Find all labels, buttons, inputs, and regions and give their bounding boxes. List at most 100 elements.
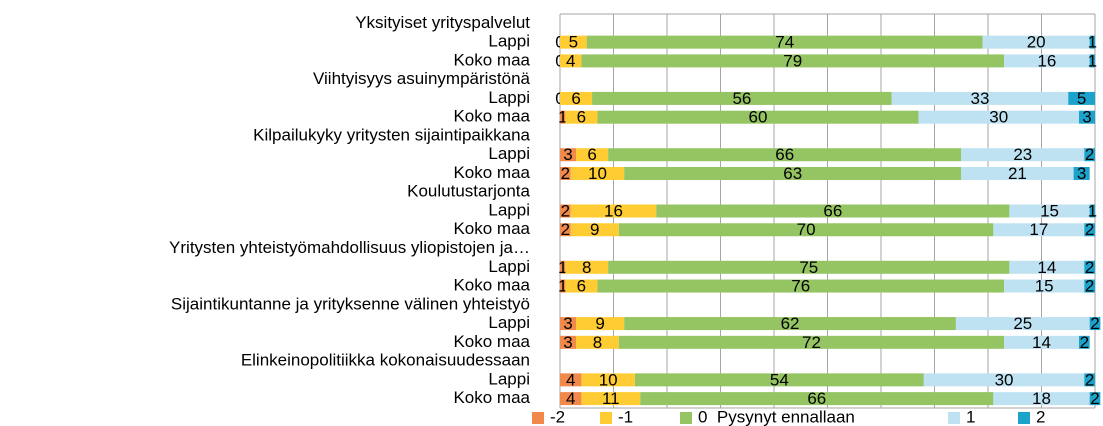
value-label: 4 <box>566 370 575 389</box>
value-label: 62 <box>781 314 800 333</box>
value-label: 63 <box>783 164 802 183</box>
bar-segment <box>560 54 582 68</box>
value-label: 66 <box>775 145 794 164</box>
bar-segment <box>618 335 1005 349</box>
value-label: 10 <box>599 370 618 389</box>
value-label: 79 <box>783 51 802 70</box>
bar-segment <box>570 223 619 237</box>
value-label: 1 <box>1088 33 1097 52</box>
value-label: 18 <box>1032 389 1051 408</box>
category-label: Yksityiset yrityspalvelut <box>355 13 530 32</box>
bar-segment <box>560 223 571 237</box>
bar-segment <box>576 335 619 349</box>
value-label: 17 <box>1029 220 1048 239</box>
bar-segment <box>560 392 582 406</box>
value-label: 3 <box>563 333 572 352</box>
bar-segment <box>923 373 1085 387</box>
category-label: Lappi <box>488 313 530 332</box>
category-label: Kilpailukyky yritysten sijaintipaikkana <box>253 125 530 144</box>
bar-segment <box>581 54 1005 68</box>
bar-segment <box>560 91 593 105</box>
bar-segment <box>634 373 924 387</box>
bar-segment <box>1078 110 1095 124</box>
value-label: 5 <box>569 33 578 52</box>
category-label: Koko maa <box>453 388 530 407</box>
legend-label: -2 <box>550 407 565 426</box>
bar-segment <box>560 148 577 162</box>
bar-segment <box>624 317 956 331</box>
bar-segment <box>570 204 657 218</box>
bar-segment <box>1084 223 1095 237</box>
bar-segment <box>581 373 635 387</box>
bar-segment <box>576 148 609 162</box>
category-label: Lappi <box>488 257 530 276</box>
value-label: 3 <box>1082 108 1091 127</box>
bar-segment <box>1004 335 1079 349</box>
value-label: 5 <box>1077 89 1086 108</box>
value-label: 54 <box>770 370 789 389</box>
value-label: 21 <box>1008 164 1027 183</box>
bar-segment <box>993 392 1090 406</box>
value-label: 2 <box>1085 258 1094 277</box>
bar-segment <box>1009 260 1085 274</box>
value-label: 2 <box>1090 314 1099 333</box>
bar-segment <box>1073 166 1090 180</box>
bar-segment <box>1089 54 1095 68</box>
bar-segment <box>624 166 962 180</box>
value-label: 25 <box>1013 314 1032 333</box>
value-label: 16 <box>604 201 623 220</box>
bar-segment <box>955 317 1090 331</box>
bar-segment <box>961 148 1085 162</box>
value-label: 30 <box>989 108 1008 127</box>
bar-segment <box>1009 204 1090 218</box>
bar-segment <box>1084 260 1095 274</box>
legend-label: -1 <box>618 407 633 426</box>
bar-segment <box>982 35 1090 49</box>
bar-segment <box>560 110 566 124</box>
legend-swatch <box>600 412 612 424</box>
bar-segment <box>560 166 571 180</box>
value-label: 2 <box>1085 370 1094 389</box>
value-label: 9 <box>590 220 599 239</box>
bar-segment <box>891 91 1069 105</box>
category-label: Lappi <box>488 144 530 163</box>
value-label: 11 <box>602 389 620 408</box>
category-label: Lappi <box>488 369 530 388</box>
value-label: 2 <box>1080 333 1089 352</box>
value-label: 76 <box>791 277 810 296</box>
bar-segment <box>1084 148 1095 162</box>
legend-swatch <box>680 412 692 424</box>
bar-segment <box>597 279 1005 293</box>
category-label: Lappi <box>488 88 530 107</box>
bar-segment <box>560 204 571 218</box>
bar-segment <box>560 35 587 49</box>
legend-label: 2 <box>1036 407 1045 426</box>
bar-segment <box>565 279 598 293</box>
bar-segment <box>560 335 577 349</box>
bar-segment <box>640 392 994 406</box>
category-label: Yritysten yhteistyömahdollisuus yliopist… <box>169 238 530 257</box>
category-label: Lappi <box>488 32 530 51</box>
value-label: 56 <box>732 89 751 108</box>
value-label: 14 <box>1037 258 1056 277</box>
bar-segment <box>560 279 566 293</box>
bar-segment <box>586 35 983 49</box>
value-label: 2 <box>561 164 570 183</box>
bar-segment <box>1089 204 1095 218</box>
bar-segment <box>581 392 641 406</box>
category-label: Koulutustarjonta <box>407 182 530 201</box>
value-label: 6 <box>587 145 596 164</box>
value-label: 16 <box>1037 51 1056 70</box>
bar-segment <box>1078 335 1090 349</box>
value-label: 4 <box>566 51 575 70</box>
category-label: Koko maa <box>453 276 530 295</box>
category-label: Koko maa <box>453 332 530 351</box>
value-label: 30 <box>995 370 1014 389</box>
value-label: 15 <box>1035 277 1054 296</box>
legend-label: 1 <box>966 407 975 426</box>
value-label: 2 <box>1090 389 1099 408</box>
bar-segment <box>1084 279 1095 293</box>
value-label: 72 <box>802 333 821 352</box>
value-label: 74 <box>775 33 794 52</box>
value-label: 14 <box>1032 333 1051 352</box>
